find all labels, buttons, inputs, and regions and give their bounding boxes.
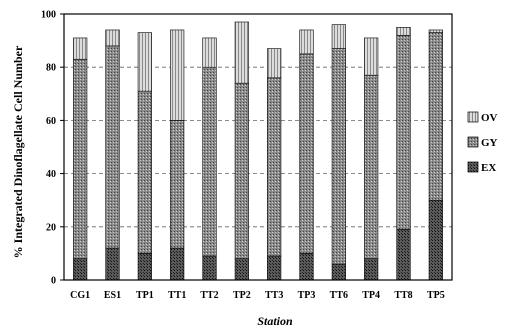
y-tick-label: 80: [46, 63, 56, 74]
bar-tp5-gy: [428, 32, 443, 201]
bar-tp5-ex: [428, 199, 443, 281]
bar-tt3-gy: [267, 77, 282, 257]
bar-tp2-ov: [234, 21, 249, 84]
x-tick-label: TP2: [233, 290, 251, 301]
legend-swatch-gy: [467, 136, 479, 148]
legend-label-gy: GY: [481, 137, 498, 149]
bar-tt1-gy: [170, 120, 185, 249]
y-tick-label: 100: [41, 10, 56, 21]
bar-tt8-gy: [396, 34, 411, 230]
plot-frame: [63, 13, 453, 281]
bar-tt6-ov: [331, 24, 346, 49]
bar-tp5-ov: [428, 29, 443, 33]
bar-tp1-gy: [137, 90, 152, 254]
bar-es1-gy: [105, 45, 120, 249]
x-tick-label: TP3: [298, 290, 316, 301]
legend-swatch-ex: [467, 161, 479, 173]
bar-tt3-ex: [267, 255, 282, 281]
bar-tt3-ov: [267, 48, 282, 79]
bar-tt6-gy: [331, 48, 346, 265]
bar-tp4-ex: [364, 258, 379, 281]
y-axis-title: % Integrated Dinoflagellate Cell Number: [11, 45, 25, 258]
x-tick-label: TT1: [168, 290, 186, 301]
y-tick-labels: 0 20 40 60 80 100: [41, 10, 64, 287]
x-tick-labels: CG1 ES1 TP1 TT1 TT2 TP2 TT3 TP3 TT6 TP4 TT8 TP5: [70, 290, 445, 301]
bar-tt8-ex: [396, 229, 411, 281]
bar-tp4-gy: [364, 74, 379, 260]
bar-tt2-gy: [202, 66, 217, 257]
y-tick-label: 0: [51, 276, 56, 287]
bar-tp1-ex: [137, 253, 152, 281]
y-tick-label: 40: [46, 169, 56, 180]
x-tick-label: TP4: [362, 290, 380, 301]
bar-tt6-ex: [331, 263, 346, 281]
x-tick-label: CG1: [70, 290, 90, 301]
bar-cg1-ov: [73, 37, 88, 60]
axes: [63, 13, 453, 281]
y-tick-label: 20: [46, 222, 56, 233]
legend-label-ov: OV: [481, 112, 498, 124]
bar-cg1-ex: [73, 258, 88, 281]
x-tick-label: TP1: [136, 290, 154, 301]
bar-tt1-ov: [170, 29, 185, 121]
gridlines: [64, 66, 452, 228]
bar-tp1-ov: [137, 32, 152, 92]
bar-tt1-ex: [170, 247, 185, 281]
bar-tp4-ov: [364, 37, 379, 76]
bar-es1-ex: [105, 247, 120, 281]
x-tick-label: TT3: [265, 290, 283, 301]
x-tick-label: TP5: [427, 290, 445, 301]
legend-label-ex: EX: [481, 162, 496, 174]
x-tick-label: TT8: [394, 290, 412, 301]
x-tick-label: ES1: [104, 290, 121, 301]
bar-tt2-ex: [202, 255, 217, 281]
bar-tt2-ov: [202, 37, 217, 68]
bar-tp3-ex: [299, 253, 314, 281]
x-tick-label: TT2: [200, 290, 218, 301]
bar-tp3-gy: [299, 53, 314, 254]
bar-tt8-ov: [396, 26, 411, 36]
bar-tp2-ex: [234, 258, 249, 281]
bars: [73, 21, 443, 281]
y-tick-label: 60: [46, 116, 56, 127]
bar-cg1-gy: [73, 58, 88, 260]
bar-es1-ov: [105, 29, 120, 47]
x-tick-label: TT6: [330, 290, 348, 301]
legend-swatch-ov: [467, 111, 479, 123]
x-axis-title: Station: [257, 314, 293, 328]
legend: OV GY EX: [467, 111, 498, 174]
bar-tp2-gy: [234, 82, 249, 260]
bar-tp3-ov: [299, 29, 314, 55]
